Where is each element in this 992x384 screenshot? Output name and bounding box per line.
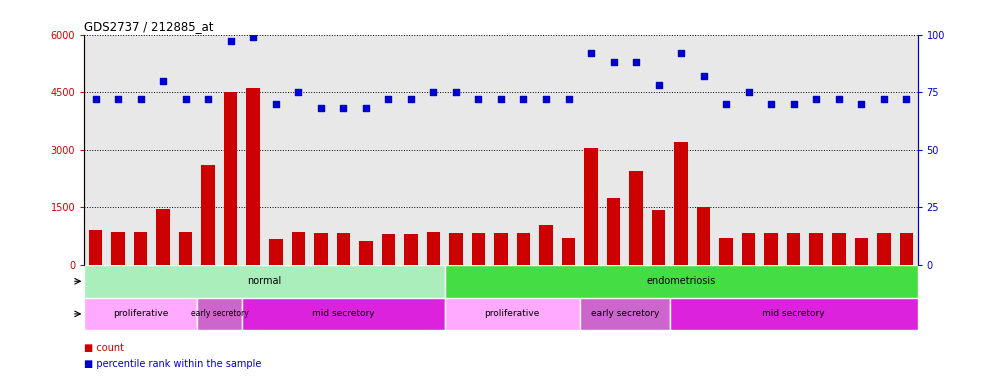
Bar [607,198,620,265]
Bar [697,207,710,265]
Point [403,96,419,102]
Point [876,96,892,102]
Bar [314,233,327,265]
Point [606,59,622,65]
Point [87,96,103,102]
Bar [242,298,444,330]
Text: ■ percentile rank within the sample: ■ percentile rank within the sample [84,359,262,369]
Point [786,101,802,107]
Point [493,96,509,102]
Bar [444,298,579,330]
Bar [444,265,918,298]
Bar [629,171,643,265]
Bar [742,233,756,265]
Point [516,96,532,102]
Bar [134,232,148,265]
Bar [197,298,242,330]
Point [133,96,149,102]
Point [628,59,644,65]
Text: early secretory: early secretory [590,310,659,318]
Bar [359,241,373,265]
Text: normal: normal [247,276,282,286]
Point [178,96,193,102]
Bar [201,165,215,265]
Point [245,34,261,40]
Bar [157,209,170,265]
Bar [877,233,891,265]
Bar [579,298,670,330]
Text: proliferative: proliferative [484,310,540,318]
Bar [765,233,778,265]
Point [426,89,441,95]
Bar [809,233,823,265]
Bar [179,232,192,265]
Text: endometriosis: endometriosis [647,276,716,286]
Text: mid secretory: mid secretory [763,310,825,318]
Point [674,50,689,56]
Point [470,96,486,102]
Point [335,105,351,111]
Text: early secretory: early secretory [190,310,248,318]
Point [200,96,216,102]
Bar [224,92,237,265]
Bar [540,225,553,265]
Point [899,96,915,102]
Text: mid secretory: mid secretory [312,310,375,318]
Point [155,78,171,84]
Point [741,89,757,95]
Point [831,96,847,102]
Bar [652,210,666,265]
Point [763,101,779,107]
Point [448,89,464,95]
Point [538,96,554,102]
Bar [584,148,598,265]
Point [560,96,576,102]
Point [110,96,126,102]
Bar [675,142,687,265]
Bar [494,233,508,265]
Bar [404,234,418,265]
Bar [832,233,845,265]
Point [223,38,239,45]
Bar [292,232,305,265]
Text: GDS2737 / 212885_at: GDS2737 / 212885_at [84,20,214,33]
Point [312,105,328,111]
Text: proliferative: proliferative [113,310,169,318]
Text: ■ count: ■ count [84,343,124,353]
Bar [246,88,260,265]
Bar [854,238,868,265]
Point [358,105,374,111]
Point [718,101,734,107]
Bar [382,234,395,265]
Point [853,101,869,107]
Point [583,50,599,56]
Point [291,89,307,95]
Bar [517,233,531,265]
Bar [269,239,283,265]
Bar [561,238,575,265]
Bar [670,298,918,330]
Bar [449,233,462,265]
Point [651,82,667,88]
Bar [89,230,102,265]
Point [268,101,284,107]
Bar [787,233,801,265]
Point [380,96,396,102]
Bar [84,265,444,298]
Bar [427,232,440,265]
Bar [900,233,913,265]
Bar [336,233,350,265]
Bar [719,238,733,265]
Bar [84,298,197,330]
Bar [111,232,125,265]
Point [695,73,711,79]
Point [808,96,824,102]
Bar [471,233,485,265]
